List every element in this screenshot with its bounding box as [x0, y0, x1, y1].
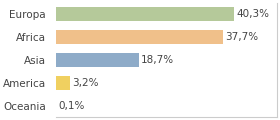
- Text: 37,7%: 37,7%: [225, 32, 258, 42]
- Text: 0,1%: 0,1%: [58, 101, 85, 111]
- Text: 18,7%: 18,7%: [141, 55, 174, 65]
- Text: 3,2%: 3,2%: [72, 78, 99, 88]
- Bar: [56, 53, 139, 67]
- Bar: [56, 7, 234, 21]
- Bar: [56, 30, 223, 44]
- Bar: [56, 76, 70, 90]
- Text: 40,3%: 40,3%: [236, 9, 269, 19]
